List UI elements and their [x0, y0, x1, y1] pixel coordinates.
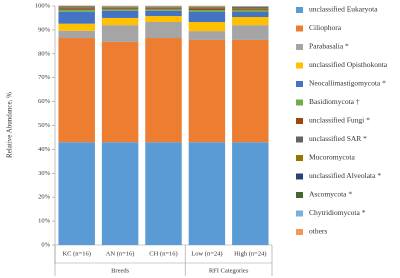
legend-swatch [296, 155, 303, 161]
bar-segment [58, 142, 95, 245]
y-tick-label: 60% [38, 98, 51, 105]
legend-label: Ascomycota * [309, 190, 352, 199]
legend-swatch [296, 62, 303, 69]
bar-segment [58, 23, 95, 31]
bar-segment [101, 10, 139, 18]
bar-segment [101, 25, 139, 42]
bar-segment [188, 39, 226, 143]
y-tick-label: 10% [38, 218, 51, 225]
legend-swatch [296, 192, 303, 198]
bar-segment [101, 9, 139, 11]
bar-segment [188, 31, 226, 40]
bar-segment [145, 8, 182, 10]
legend-label: Mucoromycota [309, 153, 355, 162]
bar-segment [232, 25, 269, 40]
legend-swatch [296, 118, 303, 124]
y-tick-label: 20% [38, 194, 51, 201]
bar-segment [232, 7, 269, 8]
legend-label: Ciliophora [309, 23, 342, 32]
y-tick-label: 70% [38, 74, 51, 81]
y-tick-label: 30% [38, 170, 51, 177]
bar-segment [145, 142, 182, 245]
legend-swatch [296, 99, 303, 106]
bar-segment [232, 142, 269, 245]
legend-label: unclassified Opisthokonta [309, 60, 388, 69]
bar-segment [145, 22, 182, 39]
bar-segment [145, 16, 182, 23]
y-tick-label: 80% [38, 50, 51, 57]
bar-segment [101, 7, 139, 9]
bar-segment [188, 22, 226, 32]
legend-label: Neocallimastigomycota * [309, 79, 386, 88]
legend-swatch [296, 25, 303, 32]
y-tick-label: 100% [35, 2, 51, 9]
bar-segment [101, 17, 139, 26]
bar-segment [232, 39, 269, 143]
bar-segment [188, 7, 226, 9]
legend-swatch [296, 44, 303, 50]
legend-label: unclassified Alveolata * [309, 171, 381, 180]
group-label: Breeds [111, 267, 130, 274]
bar-segment [188, 10, 226, 12]
legend-swatch [296, 81, 303, 87]
bar-segment [232, 7, 269, 9]
bar-segment [58, 7, 95, 9]
bar-segment [232, 9, 269, 11]
bar-segment [58, 38, 95, 143]
legend-label: Chytridiomycota * [309, 208, 366, 217]
legend-label: Parabasalia * [309, 42, 349, 51]
x-tick-label: AN (n=16) [106, 250, 135, 257]
legend-label: unclassified Fungi * [309, 116, 370, 125]
y-tick-label: 90% [38, 26, 51, 33]
bar-segment [188, 7, 226, 8]
bar-segment [58, 30, 95, 39]
bar-segment [145, 9, 182, 11]
y-axis-label: Relative Abundance, % [6, 92, 14, 158]
bar-segment [232, 8, 269, 10]
legend-swatch [296, 7, 303, 13]
bar-segment [145, 38, 182, 143]
legend-swatch [296, 210, 303, 217]
y-tick-label: 50% [38, 122, 51, 129]
legend-swatch [296, 173, 303, 180]
bar-segment [145, 7, 182, 9]
bar-segment [101, 142, 139, 245]
bar-segment [188, 8, 226, 11]
legend-label: unclassified SAR * [309, 134, 367, 143]
bar-segment [232, 11, 269, 17]
legend-label: Basidiomycota † [309, 97, 360, 106]
bar-segment [58, 6, 95, 8]
bar-segment [145, 10, 182, 17]
bar-segment [232, 10, 269, 12]
x-tick-label: CH (n=16) [149, 250, 177, 257]
legend-swatch [296, 136, 303, 143]
bar-segment [58, 9, 95, 12]
bar-segment [101, 41, 139, 143]
bar-segment [58, 8, 95, 10]
x-tick-label: KC (n=16) [62, 250, 90, 257]
x-tick-label: High (n=24) [234, 250, 266, 257]
y-tick-label: 0% [41, 241, 50, 248]
bar-segment [232, 16, 269, 26]
legend-label: others [309, 227, 327, 236]
bar-segment [188, 11, 226, 23]
bar-segment [58, 11, 95, 24]
legend-swatch [296, 229, 303, 235]
bar-segment [188, 142, 226, 245]
group-label: RFI Categories [209, 267, 249, 274]
legend-label: unclassified Eukaryota [309, 5, 378, 14]
bar-segment [101, 8, 139, 10]
y-tick-label: 40% [38, 146, 51, 153]
x-tick-label: Low (n=24) [191, 250, 222, 257]
